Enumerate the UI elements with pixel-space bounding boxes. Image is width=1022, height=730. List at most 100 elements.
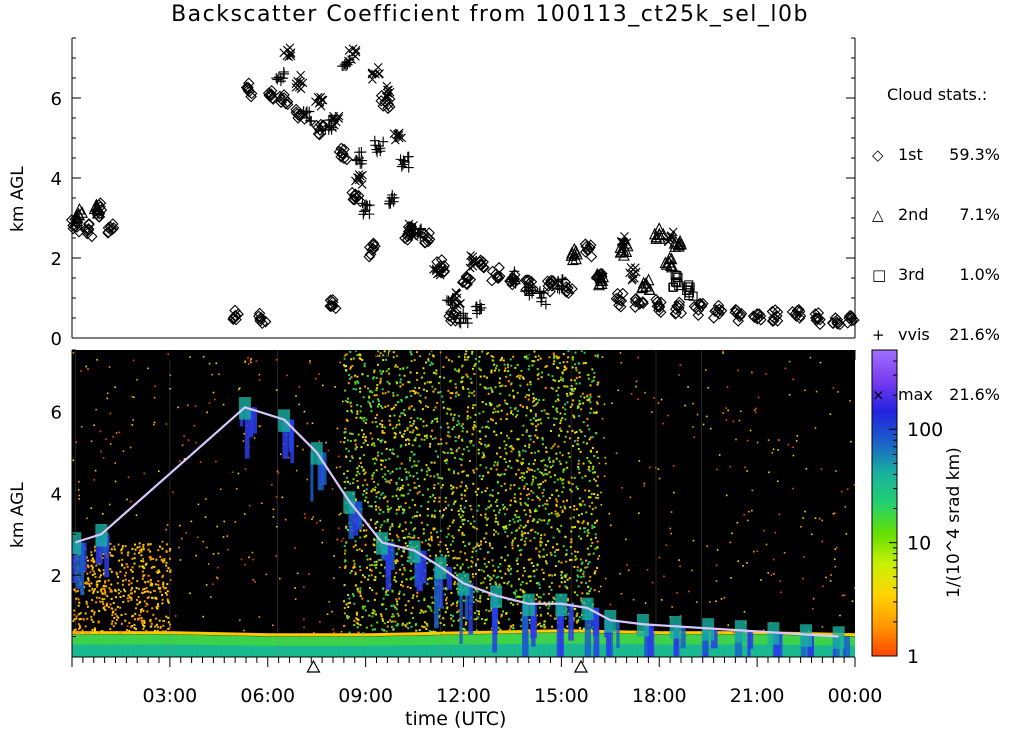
data-point xyxy=(794,310,807,322)
noise-speckle xyxy=(510,445,513,448)
noise-speckle xyxy=(821,519,824,522)
noise-speckle xyxy=(601,356,604,358)
noise-speckle xyxy=(167,621,170,624)
noise-speckle xyxy=(157,583,160,586)
noise-speckle xyxy=(402,585,405,588)
noise-speckle xyxy=(459,526,462,529)
noise-speckle xyxy=(149,550,152,553)
noise-speckle xyxy=(391,590,394,593)
noise-speckle xyxy=(226,535,229,537)
noise-speckle xyxy=(382,511,385,514)
noise-speckle xyxy=(140,548,143,551)
noise-speckle xyxy=(410,405,413,408)
noise-speckle xyxy=(487,561,490,564)
noise-speckle xyxy=(449,613,452,616)
noise-speckle xyxy=(352,387,355,390)
noise-speckle xyxy=(157,605,160,608)
noise-speckle xyxy=(91,587,94,590)
data-point xyxy=(693,298,706,310)
noise-speckle xyxy=(535,402,538,405)
noise-speckle xyxy=(379,526,382,529)
noise-speckle xyxy=(312,632,315,634)
noise-speckle xyxy=(377,400,380,403)
noise-speckle xyxy=(528,509,531,512)
noise-speckle xyxy=(516,438,519,441)
noise-speckle xyxy=(638,512,640,514)
noise-speckle xyxy=(130,625,133,628)
noise-speckle xyxy=(340,630,343,633)
heatmap-cell xyxy=(713,644,719,657)
noise-speckle xyxy=(492,564,495,567)
noise-speckle xyxy=(586,534,589,537)
noise-speckle xyxy=(121,547,124,550)
noise-speckle xyxy=(531,360,534,363)
noise-speckle xyxy=(86,559,89,562)
noise-speckle xyxy=(142,560,145,563)
noise-speckle xyxy=(557,394,560,397)
noise-speckle xyxy=(159,626,162,629)
data-point xyxy=(281,96,294,108)
noise-speckle xyxy=(443,451,446,454)
noise-speckle xyxy=(366,558,369,561)
noise-speckle xyxy=(465,373,468,376)
noise-speckle xyxy=(552,596,555,599)
noise-speckle xyxy=(294,598,297,600)
noise-speckle xyxy=(560,376,563,379)
noise-speckle xyxy=(479,540,482,543)
heatmap-cell xyxy=(453,644,460,657)
noise-speckle xyxy=(474,363,477,366)
noise-speckle xyxy=(544,560,547,563)
noise-speckle xyxy=(620,361,623,364)
data-point xyxy=(570,252,582,265)
noise-speckle xyxy=(504,367,507,370)
data-point xyxy=(630,293,642,305)
noise-speckle xyxy=(478,610,481,613)
noise-speckle xyxy=(321,384,324,387)
noise-speckle xyxy=(497,410,500,413)
noise-speckle xyxy=(386,508,389,511)
noise-speckle xyxy=(462,387,465,390)
noise-speckle xyxy=(364,609,367,612)
noise-speckle xyxy=(106,602,109,605)
noise-speckle xyxy=(346,397,349,400)
noise-speckle xyxy=(142,574,145,576)
noise-speckle xyxy=(434,406,437,409)
noise-speckle xyxy=(349,402,352,405)
noise-speckle xyxy=(751,371,753,374)
noise-speckle xyxy=(141,566,144,569)
data-point xyxy=(755,314,767,326)
noise-speckle xyxy=(88,589,91,592)
noise-speckle xyxy=(409,489,412,492)
noise-speckle xyxy=(511,447,514,450)
noise-speckle xyxy=(576,620,579,623)
heatmap-cell xyxy=(634,644,641,657)
noise-speckle xyxy=(400,444,403,447)
noise-speckle xyxy=(112,435,114,438)
noise-speckle xyxy=(438,608,441,611)
noise-speckle xyxy=(542,495,545,498)
noise-speckle xyxy=(537,581,540,584)
noise-speckle xyxy=(462,510,465,513)
noise-speckle xyxy=(166,569,169,572)
heatmap-cell xyxy=(350,645,357,657)
noise-speckle xyxy=(322,529,324,531)
noise-speckle xyxy=(520,538,523,541)
noise-speckle xyxy=(670,511,673,513)
noise-speckle xyxy=(162,583,165,586)
noise-speckle xyxy=(244,361,246,363)
noise-speckle xyxy=(416,351,419,354)
noise-speckle xyxy=(507,380,510,383)
noise-speckle xyxy=(102,607,105,610)
noise-speckle xyxy=(556,357,559,360)
noise-speckle xyxy=(347,593,350,596)
noise-speckle xyxy=(554,554,557,557)
heatmap-cell xyxy=(160,644,166,657)
noise-speckle xyxy=(569,488,572,491)
noise-speckle xyxy=(505,444,508,447)
noise-speckle xyxy=(456,600,459,603)
noise-speckle xyxy=(444,554,447,557)
noise-speckle xyxy=(217,552,220,555)
noise-speckle xyxy=(103,587,106,590)
noise-speckle xyxy=(484,516,487,519)
noise-speckle xyxy=(478,441,481,444)
